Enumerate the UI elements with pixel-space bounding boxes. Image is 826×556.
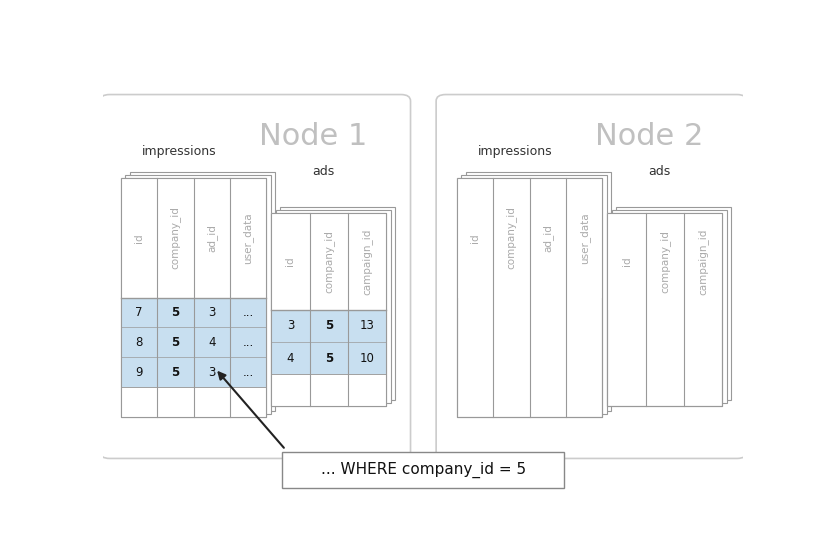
Bar — [121, 387, 266, 417]
Bar — [271, 214, 387, 406]
FancyBboxPatch shape — [436, 95, 747, 459]
Bar — [457, 178, 602, 417]
Text: company_id: company_id — [659, 230, 671, 293]
Bar — [616, 207, 731, 400]
Text: 5: 5 — [171, 366, 179, 379]
Bar — [121, 358, 266, 387]
Bar — [280, 207, 396, 400]
Text: ...: ... — [243, 306, 254, 319]
Bar — [121, 178, 266, 297]
Text: user_data: user_data — [243, 212, 254, 264]
Text: id: id — [470, 233, 480, 243]
Text: ads: ads — [312, 165, 335, 178]
Text: 5: 5 — [325, 320, 333, 332]
Text: ads: ads — [648, 165, 671, 178]
Text: impressions: impressions — [478, 145, 553, 158]
Text: 5: 5 — [171, 336, 179, 349]
Text: campaign_id: campaign_id — [362, 229, 373, 295]
Bar — [607, 214, 723, 406]
Text: 5: 5 — [325, 351, 333, 365]
Text: 4: 4 — [208, 336, 216, 349]
Bar — [276, 210, 391, 404]
Text: company_id: company_id — [170, 206, 181, 269]
Bar — [612, 210, 727, 404]
Bar — [121, 178, 266, 417]
Bar — [121, 327, 266, 358]
Bar — [457, 178, 602, 297]
Text: 4: 4 — [287, 351, 294, 365]
Text: 3: 3 — [208, 366, 216, 379]
Bar — [271, 214, 387, 406]
Bar — [271, 214, 387, 310]
Text: 13: 13 — [360, 320, 375, 332]
Text: 7: 7 — [135, 306, 143, 319]
Bar — [282, 452, 564, 488]
Bar — [607, 214, 723, 406]
Text: 8: 8 — [135, 336, 143, 349]
FancyBboxPatch shape — [100, 95, 411, 459]
Text: company_id: company_id — [506, 206, 517, 269]
Text: id: id — [286, 257, 296, 266]
Text: id: id — [621, 257, 632, 266]
Text: ...: ... — [243, 366, 254, 379]
Bar — [466, 172, 611, 411]
Text: ad_id: ad_id — [206, 224, 217, 252]
Bar — [461, 175, 607, 414]
Text: 5: 5 — [171, 306, 179, 319]
Bar — [121, 178, 266, 417]
Text: campaign_id: campaign_id — [698, 229, 709, 295]
Text: 9: 9 — [135, 366, 143, 379]
Text: ... WHERE company_id = 5: ... WHERE company_id = 5 — [320, 462, 526, 478]
Text: 10: 10 — [360, 351, 375, 365]
Bar — [457, 178, 602, 417]
Bar — [271, 342, 387, 374]
Text: 3: 3 — [287, 320, 294, 332]
Bar — [271, 374, 387, 406]
Bar — [126, 175, 271, 414]
Bar — [271, 310, 387, 342]
Text: Node 1: Node 1 — [259, 122, 368, 151]
Text: Node 2: Node 2 — [596, 122, 704, 151]
Text: impressions: impressions — [142, 145, 217, 158]
Bar — [121, 297, 266, 327]
Text: company_id: company_id — [323, 230, 335, 293]
Text: ...: ... — [243, 336, 254, 349]
Text: 3: 3 — [208, 306, 216, 319]
Text: ad_id: ad_id — [543, 224, 553, 252]
Text: user_data: user_data — [579, 212, 590, 264]
Text: id: id — [134, 233, 144, 243]
Bar — [607, 214, 723, 310]
Bar — [130, 172, 275, 411]
